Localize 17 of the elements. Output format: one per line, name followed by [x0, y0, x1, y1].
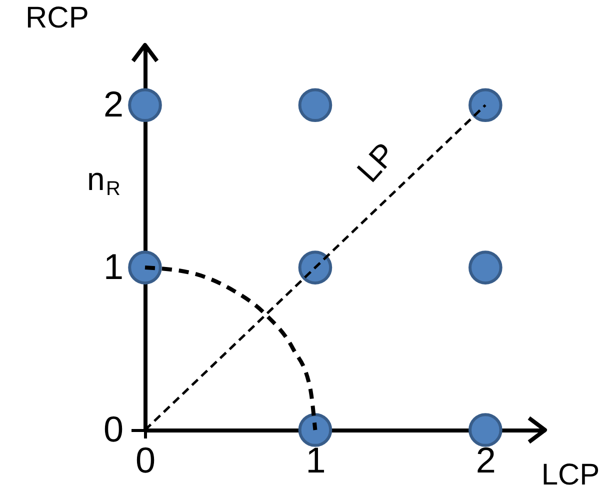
point [298, 88, 332, 122]
annotation: LP [350, 136, 403, 189]
point [468, 413, 502, 447]
point [128, 88, 162, 122]
x-tick-label: 0 [135, 440, 156, 480]
point [468, 88, 502, 122]
y-tick-label: 1 [103, 246, 124, 288]
x-axis-title: LCP [541, 458, 600, 492]
x-tick-label: 2 [476, 440, 496, 480]
y-tick-label: 2 [103, 84, 124, 125]
point [468, 250, 502, 284]
y-axis-title: RCP [26, 2, 89, 34]
point [298, 250, 332, 284]
x-tick-label: 1 [306, 440, 326, 480]
point [298, 413, 332, 447]
y-tick-label: 0 [103, 408, 124, 450]
point [128, 250, 162, 284]
